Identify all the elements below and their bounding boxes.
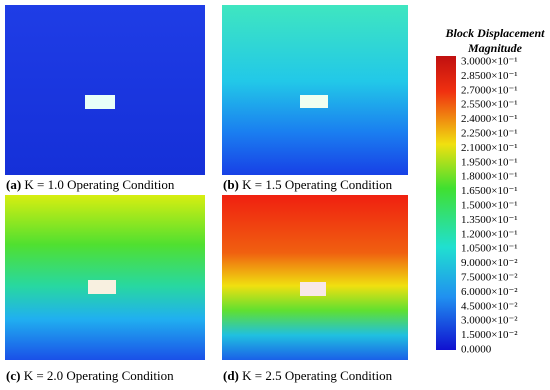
colorbar-label: 9.0000×10⁻² [461, 257, 518, 269]
colorbar-label: 7.5000×10⁻² [461, 272, 518, 284]
block [300, 282, 326, 296]
panel-label: (c) [6, 368, 20, 383]
panel-a [5, 5, 205, 175]
colorbar-label: 1.2000×10⁻¹ [461, 228, 518, 240]
panel-image [5, 5, 205, 175]
panel-caption: (a) K = 1.0 Operating Condition [6, 177, 175, 192]
panel-label: (a) [6, 177, 21, 192]
caption-text: K = 1.0 Operating Condition [24, 177, 174, 192]
colorbar-label: 1.5000×10⁻¹ [461, 200, 518, 212]
panel-caption: (d) K = 2.5 Operating Condition [223, 368, 393, 383]
colorbar-title: Magnitude [467, 41, 523, 55]
colorbar-label: 2.4000×10⁻¹ [461, 113, 518, 125]
colorbar-title: Block Displacement [445, 26, 546, 40]
colorbar-label: 2.2500×10⁻¹ [461, 128, 518, 140]
caption-text: K = 2.5 Operating Condition [242, 368, 392, 383]
panel-image [5, 195, 205, 360]
caption-text: K = 1.5 Operating Condition [242, 177, 392, 192]
caption-text: K = 2.0 Operating Condition [24, 368, 174, 383]
colorbar-label: 1.3500×10⁻¹ [461, 214, 518, 226]
block [88, 280, 116, 294]
block [85, 95, 115, 109]
colorbar-label: 0.0000 [461, 344, 492, 356]
colorbar-label: 2.1000×10⁻¹ [461, 142, 518, 154]
colorbar-label: 1.9500×10⁻¹ [461, 156, 518, 168]
colorbar-label: 3.0000×10⁻¹ [461, 56, 518, 68]
block [300, 95, 328, 108]
colorbar-label: 4.5000×10⁻² [461, 300, 518, 312]
colorbar-label: 6.0000×10⁻² [461, 286, 518, 298]
panel-caption: (b) K = 1.5 Operating Condition [223, 177, 393, 192]
colorbar-label: 2.5500×10⁻¹ [461, 99, 518, 111]
panel-d [222, 195, 408, 360]
panel-b [222, 5, 408, 175]
panel-c [5, 195, 205, 360]
colorbar-label: 1.6500×10⁻¹ [461, 185, 518, 197]
panel-image [222, 195, 408, 360]
colorbar-label: 1.5000×10⁻² [461, 329, 518, 341]
colorbar [436, 56, 456, 350]
colorbar-label: 3.0000×10⁻² [461, 315, 518, 327]
panel-caption: (c) K = 2.0 Operating Condition [6, 368, 174, 383]
colorbar-label: 1.0500×10⁻¹ [461, 243, 518, 255]
colorbar-label: 2.7000×10⁻¹ [461, 84, 518, 96]
panel-label: (b) [223, 177, 239, 192]
panel-image [222, 5, 408, 175]
colorbar-label: 2.8500×10⁻¹ [461, 70, 518, 82]
panel-label: (d) [223, 368, 239, 383]
colorbar-label: 1.8000×10⁻¹ [461, 171, 518, 183]
